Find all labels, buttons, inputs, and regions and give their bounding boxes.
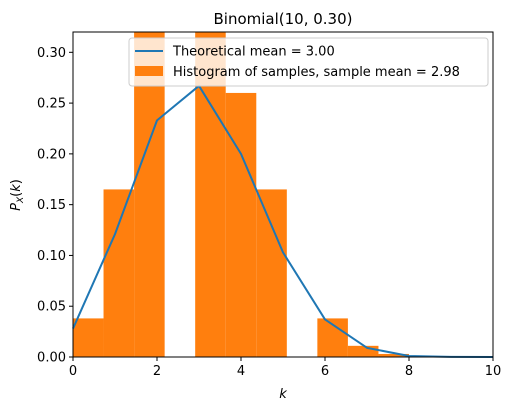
y-tick-label: 0.10 xyxy=(37,249,66,264)
x-axis-label: k xyxy=(279,387,287,402)
legend-label-line: Theoretical mean = 3.00 xyxy=(172,45,335,60)
x-tick-label: 8 xyxy=(405,364,413,379)
histogram-bar xyxy=(378,353,409,357)
y-tick-label: 0.15 xyxy=(37,198,66,213)
x-tick-label: 10 xyxy=(485,364,502,379)
theoretical-pmf-line xyxy=(72,84,494,358)
legend-label-histogram: Histogram of samples, sample mean = 2.98 xyxy=(173,65,460,80)
y-axis: 0.00 0.05 0.10 0.15 0.20 0.25 0.30 xyxy=(37,46,73,366)
histogram-bar xyxy=(103,189,135,357)
chart-title: Binomial(10, 0.30) xyxy=(213,10,352,28)
x-axis: 0 2 4 6 8 10 xyxy=(69,357,501,379)
histogram-bar xyxy=(225,92,257,357)
histogram-bar xyxy=(73,318,104,357)
legend: Theoretical mean = 3.00 Histogram of sam… xyxy=(128,37,489,87)
x-tick-label: 2 xyxy=(153,364,161,379)
y-tick-label: 0.20 xyxy=(37,147,66,162)
x-tick-label: 4 xyxy=(237,364,245,379)
y-tick-label: 0.30 xyxy=(37,46,66,61)
x-tick-label: 0 xyxy=(69,364,77,379)
theoretical-line-group xyxy=(72,84,494,358)
y-tick-label: 0.05 xyxy=(37,300,66,315)
legend-hist-swatch xyxy=(135,66,163,76)
legend-box xyxy=(128,37,489,87)
x-tick-label: 6 xyxy=(321,364,329,379)
plot-frame xyxy=(72,31,494,358)
y-tick-label: 0.00 xyxy=(37,351,66,366)
histogram-bar xyxy=(256,189,287,357)
histogram-bar xyxy=(347,345,379,357)
y-tick-label: 0.25 xyxy=(37,97,66,112)
y-axis-label: PX(k) xyxy=(9,179,26,211)
